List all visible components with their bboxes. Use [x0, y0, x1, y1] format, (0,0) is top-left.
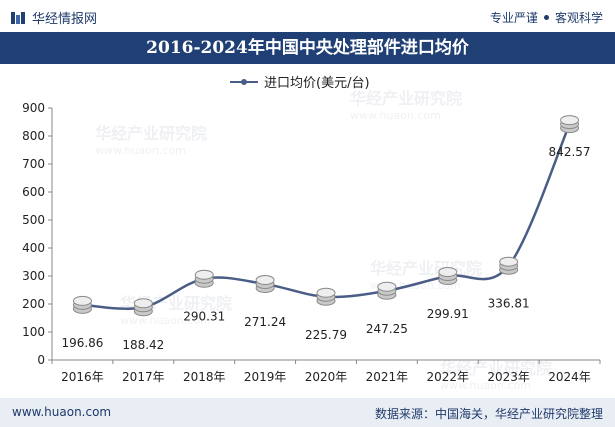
coin-icon — [255, 275, 275, 286]
x-tick-label: 2023年 — [487, 370, 530, 384]
data-point — [438, 267, 458, 286]
coin-icon — [560, 115, 580, 126]
y-tick-label: 500 — [22, 213, 45, 227]
coin-icon — [72, 295, 92, 306]
coin-icon — [133, 298, 153, 309]
x-tick-label: 2019年 — [244, 370, 287, 384]
tagline-dot-icon — [543, 15, 549, 20]
top-bar: 华经情报网 专业严谨 客观科学 — [0, 0, 615, 32]
tagline-right: 客观科学 — [554, 11, 603, 25]
legend-marker — [241, 79, 247, 85]
data-label: 842.57 — [549, 145, 591, 159]
y-tick-label: 700 — [22, 157, 45, 171]
data-point — [377, 281, 397, 300]
data-label: 225.79 — [305, 328, 347, 342]
y-tick-label: 600 — [22, 185, 45, 199]
y-tick-label: 0 — [37, 353, 45, 367]
title-bar: 2016-2024年中国中央处理部件进口均价 — [0, 32, 615, 64]
data-label: 247.25 — [366, 322, 408, 336]
data-label: 196.86 — [61, 336, 103, 350]
line-chart: 进口均价(美元/台) 0 100 200 300 400 500 600 700 800 900 20… — [22, 76, 601, 384]
footer: www.huaon.com 数据来源：中国海关，华经产业研究院整理 — [0, 398, 615, 427]
data-label: 299.91 — [427, 307, 469, 321]
footer-source: 数据来源：中国海关，华经产业研究院整理 — [374, 407, 603, 421]
x-tick-label: 2022年 — [427, 370, 470, 384]
y-tick-label: 900 — [22, 101, 45, 115]
data-label: 336.81 — [488, 297, 530, 311]
series-line — [82, 123, 571, 311]
logo-icon — [11, 11, 25, 24]
footer-website[interactable]: www.huaon.com — [12, 405, 112, 419]
x-tick-label: 2021年 — [366, 370, 409, 384]
coin-icon — [438, 267, 458, 278]
x-tick-label: 2018年 — [183, 370, 226, 384]
brand[interactable]: 华经情报网 — [10, 8, 97, 27]
data-label: 271.24 — [244, 315, 286, 329]
chart-title: 2016-2024年中国中央处理部件进口均价 — [146, 38, 469, 58]
coin-icon — [316, 287, 336, 298]
data-point — [133, 298, 153, 317]
data-point — [255, 275, 275, 294]
x-tick-label: 2016年 — [61, 370, 104, 384]
brand-name: 华经情报网 — [32, 12, 98, 27]
x-tick-label: 2017年 — [122, 370, 165, 384]
data-point — [499, 256, 519, 275]
data-label: 290.31 — [183, 310, 225, 324]
coin-icon — [377, 281, 397, 292]
y-tick-label: 800 — [22, 129, 45, 143]
tagline: 专业严谨 客观科学 — [490, 9, 603, 26]
data-point — [560, 115, 580, 134]
y-tick-label: 100 — [22, 325, 45, 339]
y-tick-label: 200 — [22, 297, 45, 311]
tagline-left: 专业严谨 — [489, 11, 538, 25]
y-tick-label: 400 — [22, 241, 45, 255]
data-point — [194, 269, 214, 288]
coin-icon — [194, 269, 214, 280]
y-tick-label: 300 — [22, 269, 45, 283]
x-tick-label: 2020年 — [305, 370, 348, 384]
legend-label: 进口均价(美元/台) — [264, 76, 370, 91]
data-label: 188.42 — [122, 338, 164, 352]
data-point — [72, 295, 92, 314]
coin-icon — [499, 256, 519, 267]
x-tick-label: 2024年 — [548, 370, 591, 384]
data-point — [316, 287, 336, 306]
